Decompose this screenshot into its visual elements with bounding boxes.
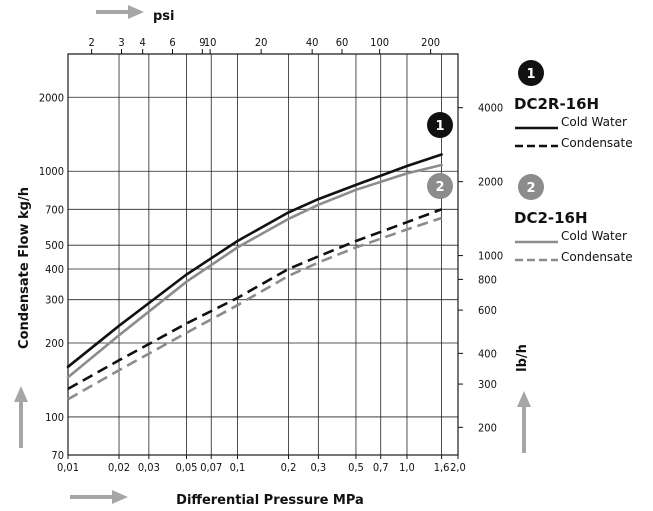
y2-tick-label: 600 — [478, 304, 497, 317]
legend-badge-number: 1 — [526, 67, 535, 82]
legend-badge-number: 2 — [526, 181, 535, 196]
x-tick-label: 0,05 — [175, 461, 197, 474]
x2-axis-title: psi — [153, 9, 175, 24]
x-tick-label: 0,5 — [348, 461, 364, 474]
legend-label: Condensate — [561, 250, 633, 264]
y2-tick-label: 800 — [478, 273, 497, 286]
series-badge — [427, 112, 453, 138]
legend-label: Condensate — [561, 136, 633, 150]
x-tick-label: 0,1 — [230, 461, 246, 474]
x-tick-label: 0,02 — [108, 461, 130, 474]
x-tick-label: 0,7 — [373, 461, 389, 474]
x-tick-label: 2,0 — [450, 461, 466, 474]
y-tick-label: 300 — [45, 294, 64, 307]
y2-tick-label: 2000 — [478, 176, 503, 189]
x2-tick-label: 200 — [421, 36, 440, 49]
y2-tick-label: 4000 — [478, 102, 503, 115]
series-line-2-dashed — [67, 216, 443, 401]
legend-badge — [518, 174, 544, 200]
legend-label: Cold Water — [561, 115, 627, 129]
y-tick-label: 200 — [45, 337, 64, 350]
psi-arrow-shaft — [96, 10, 130, 14]
series-badge-number: 2 — [435, 180, 444, 195]
plot-frame — [67, 53, 459, 456]
x2-tick-label: 10 — [204, 36, 217, 49]
series-badge-number: 1 — [435, 119, 444, 134]
annotations: Differential Pressure MPa psi Condensate F… — [14, 5, 531, 508]
data-lines: 12 — [66, 112, 453, 401]
y-tick-label: 2000 — [39, 91, 64, 104]
y-tick-label: 400 — [45, 263, 64, 276]
x2-tick-label: 3 — [118, 36, 124, 49]
y-tick-label: 700 — [45, 203, 64, 216]
legend-badge — [518, 60, 544, 86]
y2-tick-label: 400 — [478, 347, 497, 360]
x2-tick-label: 60 — [336, 36, 349, 49]
x2-tick-label: 40 — [306, 36, 319, 49]
x-tick-label: 1,0 — [399, 461, 415, 474]
y2-tick-label: 300 — [478, 378, 497, 391]
mpa-arrow-shaft — [70, 495, 114, 499]
psi-arrow-head — [128, 5, 144, 19]
x2-tick-label: 100 — [370, 36, 389, 49]
x-tick-label: 0,03 — [138, 461, 160, 474]
y2-axis-title: lb/h — [515, 344, 530, 372]
kgh-arrow-head — [14, 386, 28, 402]
x2-tick-label: 6 — [169, 36, 175, 49]
y-tick-label: 100 — [45, 411, 64, 424]
series-badge — [427, 173, 453, 199]
x-tick-label: 1,6 — [434, 461, 450, 474]
x-tick-label: 0,01 — [57, 461, 79, 474]
legend-group-title: DC2R-16H — [514, 95, 599, 113]
mpa-arrow-head — [112, 490, 128, 504]
legend-group-title: DC2-16H — [514, 209, 588, 227]
series-line-1-dashed — [67, 208, 443, 391]
x2-tick-label: 20 — [255, 36, 268, 49]
lbh-arrow-shaft — [522, 405, 526, 453]
kgh-arrow-shaft — [19, 400, 23, 448]
lbh-arrow-head — [517, 391, 531, 407]
tick-labels: 0,01 0,02 0,03 0,05 0,07 0,1 0,2 0,3 0,5 0,7 1,0 1,… — [39, 36, 503, 474]
grid-lines — [67, 49, 463, 459]
legend: 1 DC2R-16H Cold Water Condensate 2 DC2-16H Col… — [514, 60, 633, 264]
legend-label: Cold Water — [561, 229, 627, 243]
series-line-1-solid — [66, 153, 443, 369]
x2-tick-label: 2 — [89, 36, 95, 49]
y-axis-title: Condensate Flow kg/h — [17, 187, 32, 349]
series-line-2-solid — [66, 163, 443, 379]
x2-tick-label: 9 — [199, 36, 205, 49]
y2-tick-label: 200 — [478, 421, 497, 434]
x-axis-title: Differential Pressure MPa — [176, 493, 364, 508]
x-tick-label: 0,2 — [281, 461, 297, 474]
x-tick-label: 0,07 — [200, 461, 222, 474]
y-tick-label: 70 — [51, 449, 64, 462]
y-tick-label: 1000 — [39, 165, 64, 178]
y2-tick-label: 1000 — [478, 250, 503, 263]
y-tick-label: 500 — [45, 239, 64, 252]
x-tick-label: 0,3 — [310, 461, 326, 474]
x2-tick-label: 4 — [140, 36, 146, 49]
